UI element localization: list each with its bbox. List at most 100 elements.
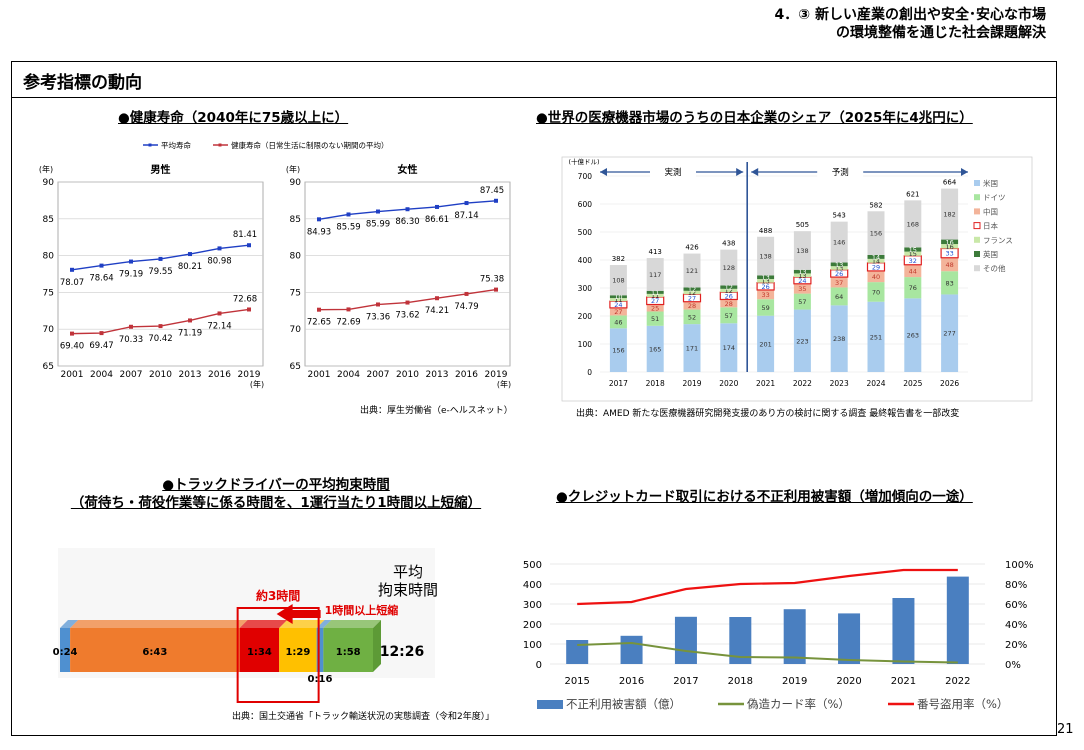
device-bar-segment (793, 283, 811, 294)
female-x-unit: (年) (497, 379, 511, 389)
device-segment-label: 223 (796, 337, 808, 345)
fraud-bar (838, 613, 861, 664)
male-data-label: 72.68 (233, 294, 257, 304)
device-y-tick: 0 (587, 368, 592, 377)
female-point (376, 209, 380, 214)
truck-segment (323, 628, 373, 672)
male-point (188, 318, 192, 323)
female-y-tick: 65 (290, 362, 301, 372)
device-segment-label: 156 (870, 230, 882, 238)
device-segment-label: 27 (688, 294, 696, 302)
female-point (435, 204, 439, 209)
device-total-label: 382 (612, 255, 625, 263)
female-y-tick: 90 (290, 178, 302, 188)
fraud-y2-tick: 20% (1005, 640, 1027, 651)
device-total-label: 621 (906, 190, 919, 198)
female-data-label: 85.99 (366, 220, 390, 230)
device-segment-label: 51 (651, 315, 659, 323)
truck-segment-label: 1:34 (247, 647, 272, 658)
device-bar-segment (793, 269, 811, 274)
male-point (158, 256, 163, 261)
fraud-y2-tick: 80% (1005, 580, 1027, 591)
device-segment-label: 11 (614, 296, 622, 304)
device-source: 出典：AMED 新たな医療機器研究開発支援のあり方の検討に関する調査 最終報告書… (576, 409, 960, 419)
male-data-label: 70.42 (148, 334, 172, 344)
page-number: 21 (1057, 722, 1074, 737)
female-point (346, 307, 351, 312)
device-bar-segment (757, 279, 775, 283)
page-header: 4．③ 新しい産業の創出や安全･安心な市場 の環境整備を通じた社会課題解決 (775, 6, 1046, 42)
device-segment-label: 251 (870, 333, 882, 341)
female-y-tick: 70 (290, 325, 302, 335)
fraud-x-tick: 2020 (836, 676, 861, 687)
device-annotation-bg (650, 165, 696, 178)
male-point (99, 263, 104, 268)
device-x-tick: 2020 (719, 379, 738, 388)
device-segment-label: 12 (725, 287, 733, 295)
device-bar-segment (682, 293, 702, 303)
female-point (405, 207, 410, 212)
device-bar-segment (757, 299, 775, 316)
male-x-tick: 2019 (238, 370, 261, 380)
male-y-tick: 75 (43, 288, 54, 298)
device-segment-label: 12 (688, 286, 696, 294)
fraud-y-tick: 500 (523, 560, 542, 571)
truck-segment-label: 1:29 (285, 647, 310, 658)
device-segment-label: 32 (909, 257, 917, 265)
truck-segment (279, 628, 317, 672)
female-point (317, 217, 321, 222)
male-x-tick: 2016 (208, 370, 231, 380)
truck-annotation-3h: 約3時間 (256, 588, 300, 603)
device-bar-segment (720, 323, 738, 372)
legend-marker (218, 143, 222, 147)
device-bar-segment (720, 285, 738, 289)
device-bar-segment (646, 290, 664, 294)
device-legend-label: その他 (983, 263, 1006, 273)
female-point (494, 198, 498, 203)
device-segment-label: 10 (614, 293, 622, 301)
male-x-unit: (年) (250, 379, 264, 389)
male-data-label: 78.07 (60, 278, 84, 288)
device-legend-label: ドイツ (983, 193, 1006, 202)
device-y-tick: 700 (578, 172, 593, 181)
device-segment-label: 201 (759, 340, 771, 348)
device-bar-segment (757, 275, 775, 280)
female-x-tick: 2016 (455, 370, 478, 380)
device-bar-segment (793, 273, 811, 278)
fraud-x-tick: 2015 (564, 676, 589, 687)
fraud-series-line (577, 641, 958, 664)
truck-segment (239, 628, 280, 672)
device-bar-segment (940, 247, 959, 259)
female-x-tick: 2004 (337, 370, 360, 380)
device-total-label: 582 (869, 201, 882, 209)
device-legend-label: 日本 (983, 221, 998, 231)
device-segment-label: 13 (761, 277, 769, 285)
device-bar-segment (683, 290, 701, 295)
fraud-y2-tick: 40% (1005, 620, 1027, 631)
fraud-bar (946, 576, 969, 664)
device-total-label: 438 (722, 240, 735, 248)
male-data-label: 80.21 (178, 262, 202, 272)
fraud-x-tick: 2018 (728, 676, 753, 687)
device-segment-label: 25 (651, 305, 659, 313)
female-y-tick: 75 (290, 288, 301, 298)
male-y-tick: 70 (43, 325, 55, 335)
device-segment-label: 146 (833, 239, 845, 247)
device-segment-label: 138 (759, 253, 771, 261)
device-x-tick: 2017 (609, 379, 628, 388)
device-legend-label: フランス (983, 236, 1013, 245)
device-legend-label: 米国 (983, 178, 998, 188)
truck-title-1: 平均 (393, 563, 423, 581)
male-point (247, 307, 251, 312)
male-point (70, 267, 74, 272)
male-y-tick: 85 (43, 215, 54, 225)
device-y-tick: 100 (578, 340, 593, 349)
device-x-tick: 2018 (646, 379, 665, 388)
female-data-label: 87.45 (480, 186, 504, 196)
life-legend: 平均寿命 健康寿命（日常生活に制限のない期間の平均） (143, 140, 389, 150)
male-y-tick: 80 (43, 252, 55, 262)
device-bar-segment (867, 282, 885, 302)
device-segment-label: 48 (945, 261, 953, 269)
device-segment-label: 13 (798, 268, 806, 276)
male-title: 男性 (151, 163, 171, 176)
